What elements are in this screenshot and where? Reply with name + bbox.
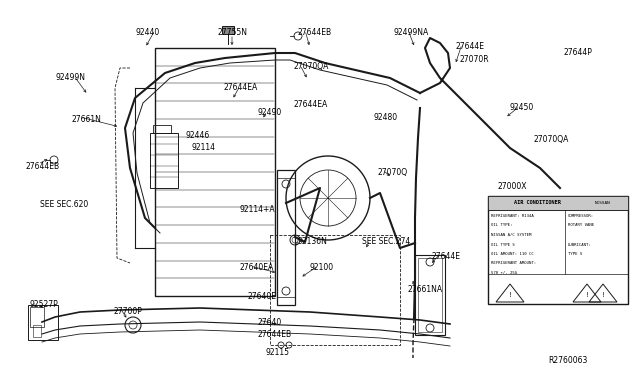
Bar (150, 133, 178, 188)
Bar (415, 255, 445, 335)
Text: !: ! (602, 292, 604, 298)
Text: 27700P: 27700P (113, 307, 142, 316)
Text: 27644EB: 27644EB (26, 162, 60, 171)
Text: 570 +/- 25G: 570 +/- 25G (491, 271, 517, 275)
Text: 92499N: 92499N (55, 73, 85, 82)
Text: 27755N: 27755N (218, 28, 248, 37)
Text: REFRIGERANT AMOUNT:: REFRIGERANT AMOUNT: (491, 262, 536, 266)
Text: SEE SEC.620: SEE SEC.620 (40, 200, 88, 209)
Text: OIL AMOUNT: 110 CC: OIL AMOUNT: 110 CC (491, 252, 534, 256)
Text: TYPE S: TYPE S (568, 252, 582, 256)
Text: 92446: 92446 (185, 131, 209, 140)
Text: COMPRESSOR:: COMPRESSOR: (568, 214, 594, 218)
Text: 92440: 92440 (135, 28, 159, 37)
Text: 27644EA: 27644EA (224, 83, 259, 92)
Text: 27644EB: 27644EB (258, 330, 292, 339)
Text: 92100: 92100 (310, 263, 334, 272)
Text: OIL TYPE:: OIL TYPE: (491, 224, 513, 228)
Text: 92480: 92480 (374, 113, 398, 122)
Text: LUBRICANT:: LUBRICANT: (568, 243, 591, 247)
Text: 92490: 92490 (258, 108, 282, 117)
Text: 92527P: 92527P (30, 300, 59, 309)
Text: !: ! (586, 292, 588, 298)
Text: 27070Q: 27070Q (377, 168, 407, 177)
Text: 27640: 27640 (258, 318, 282, 327)
Text: SEE SEC.274: SEE SEC.274 (362, 237, 410, 246)
Text: 27644E: 27644E (432, 252, 461, 261)
Text: 92114+A: 92114+A (240, 205, 276, 214)
Bar (222, 26, 234, 34)
Bar (30, 307, 44, 327)
Text: R2760063: R2760063 (548, 356, 588, 365)
Bar (418, 258, 442, 332)
Bar (488, 196, 628, 304)
Text: 92136N: 92136N (298, 237, 328, 246)
Text: 27661N: 27661N (72, 115, 102, 124)
Text: NISSAN A/C SYSTEM: NISSAN A/C SYSTEM (491, 233, 531, 237)
Bar (33, 325, 41, 337)
Text: 27644P: 27644P (564, 48, 593, 57)
Text: 27000X: 27000X (498, 182, 527, 191)
Bar (153, 125, 171, 133)
Text: 27070QA: 27070QA (294, 62, 330, 71)
Text: AIR CONDITIONER: AIR CONDITIONER (513, 201, 561, 205)
Text: 27070R: 27070R (460, 55, 490, 64)
Bar (277, 170, 295, 305)
Text: 27640E: 27640E (247, 292, 276, 301)
Text: ROTARY VANE: ROTARY VANE (568, 224, 594, 228)
Text: 92114: 92114 (192, 143, 216, 152)
Text: 92499NA: 92499NA (393, 28, 428, 37)
Text: 27661NA: 27661NA (408, 285, 443, 294)
Text: 27070QA: 27070QA (534, 135, 570, 144)
Text: 27640EA: 27640EA (240, 263, 275, 272)
Bar (270, 235, 400, 345)
Text: 92115: 92115 (266, 348, 290, 357)
Text: !: ! (509, 292, 511, 298)
Text: REFRIGERANT: R134A: REFRIGERANT: R134A (491, 214, 534, 218)
Text: NISSAN: NISSAN (595, 201, 611, 205)
Bar (28, 305, 58, 340)
Text: 27644EA: 27644EA (294, 100, 328, 109)
Bar (155, 48, 275, 296)
Bar (488, 196, 628, 210)
Text: OIL TYPE S: OIL TYPE S (491, 243, 515, 247)
Text: 92450: 92450 (510, 103, 534, 112)
Text: 27644EB: 27644EB (298, 28, 332, 37)
Text: 27644E: 27644E (455, 42, 484, 51)
